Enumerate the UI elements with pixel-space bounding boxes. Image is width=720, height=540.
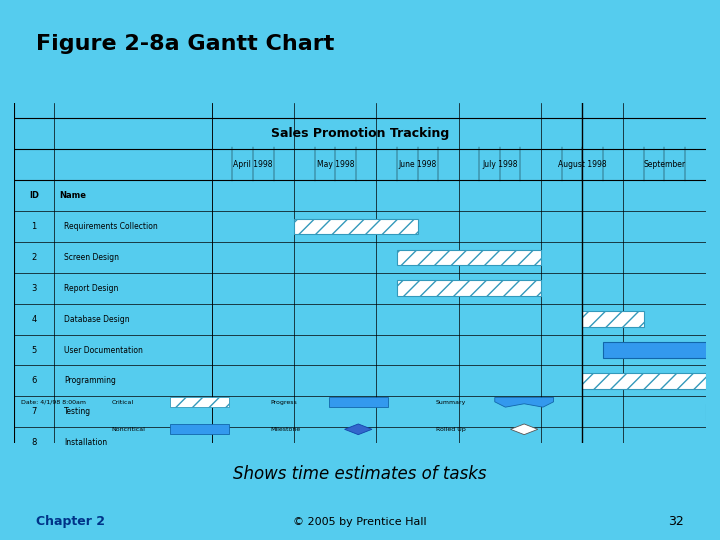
Text: © 2005 by Prentice Hall: © 2005 by Prentice Hall	[293, 517, 427, 526]
Text: Testing: Testing	[64, 407, 91, 416]
Text: User Documentation: User Documentation	[64, 346, 143, 355]
Bar	[582, 373, 706, 389]
Bar	[582, 312, 644, 327]
Text: 3: 3	[32, 284, 37, 293]
Text: Rolled Up: Rolled Up	[436, 427, 466, 432]
Bar	[170, 424, 229, 434]
Text: May 1998: May 1998	[317, 160, 354, 169]
Bar	[397, 280, 541, 296]
Text: Shows time estimates of tasks: Shows time estimates of tasks	[233, 465, 487, 483]
Text: Database Design: Database Design	[64, 315, 130, 323]
Bar	[170, 397, 229, 407]
Text: Date: 4/1/98 8:00am: Date: 4/1/98 8:00am	[22, 400, 86, 405]
Text: 6: 6	[32, 376, 37, 386]
Text: Name: Name	[59, 191, 86, 200]
Text: Installation: Installation	[64, 438, 107, 447]
Text: Noncritical: Noncritical	[111, 427, 145, 432]
Text: September: September	[644, 160, 685, 169]
Text: Figure 2-8a Gantt Chart: Figure 2-8a Gantt Chart	[36, 34, 334, 54]
Text: 2: 2	[32, 253, 37, 262]
Text: 8: 8	[32, 438, 37, 447]
Polygon shape	[495, 397, 554, 407]
Text: Progress: Progress	[270, 400, 297, 405]
Text: June 1998: June 1998	[398, 160, 437, 169]
Text: Chapter 2: Chapter 2	[36, 515, 105, 528]
Text: 4: 4	[32, 315, 37, 323]
Text: April 1998: April 1998	[233, 160, 273, 169]
Bar	[294, 219, 418, 234]
Text: 1: 1	[32, 222, 37, 231]
Text: 32: 32	[668, 515, 684, 528]
Text: Programming: Programming	[64, 376, 116, 386]
Text: 5: 5	[32, 346, 37, 355]
Text: Sales Promotion Tracking: Sales Promotion Tracking	[271, 127, 449, 140]
Text: Summary: Summary	[436, 400, 467, 405]
Bar	[706, 404, 720, 420]
Text: Milestone: Milestone	[270, 427, 300, 432]
Text: Report Design: Report Design	[64, 284, 118, 293]
Bar	[603, 342, 720, 357]
Text: ID: ID	[29, 191, 39, 200]
Text: Screen Design: Screen Design	[64, 253, 119, 262]
Text: 7: 7	[32, 407, 37, 416]
Text: August 1998: August 1998	[558, 160, 606, 169]
Polygon shape	[510, 424, 538, 435]
Text: Requirements Collection: Requirements Collection	[64, 222, 158, 231]
Polygon shape	[345, 424, 372, 435]
Bar	[397, 249, 541, 265]
Text: July 1998: July 1998	[482, 160, 518, 169]
Text: Critical: Critical	[111, 400, 133, 405]
Bar	[329, 397, 387, 407]
